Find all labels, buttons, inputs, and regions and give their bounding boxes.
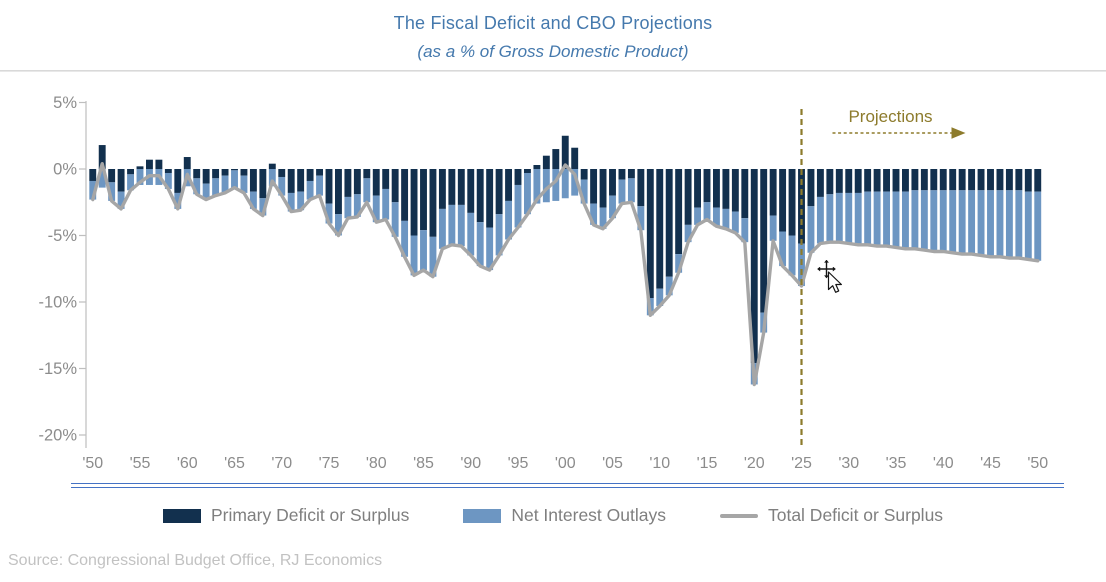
source-note: Source: Congressional Budget Office, RJ …: [8, 552, 383, 569]
legend-item-total: Total Deficit or Surplus: [719, 505, 944, 526]
total-line: [91, 162, 1040, 387]
x-tick-label: '20: [744, 455, 765, 472]
x-tick-label: '05: [602, 455, 623, 472]
x-tick-label: '60: [177, 455, 198, 472]
y-tick-labels: 5% 0% -5% -10% -15% -20%: [38, 94, 77, 445]
total-line-swatch: [719, 513, 758, 518]
legend-label-total: Total Deficit or Surplus: [767, 505, 944, 525]
legend: Primary Deficit or Surplus Net Interest …: [0, 505, 1106, 526]
primary-deficit-swatch: [162, 508, 201, 523]
x-axis-baseline: [71, 483, 1064, 488]
x-tick-label: '45: [980, 455, 1001, 472]
projections-arrow: [832, 127, 966, 139]
primary-bars: [89, 135, 1042, 364]
mouse-cursor: [815, 258, 842, 293]
projections-label: Projections: [848, 107, 932, 126]
x-tick-label: '70: [271, 455, 292, 472]
x-tick-label: '95: [508, 455, 529, 472]
y-tick-label: -5%: [48, 227, 78, 245]
interest-bars: [89, 169, 1042, 385]
legend-item-interest: Net Interest Outlays: [463, 505, 666, 526]
x-tick-label: '40: [933, 455, 954, 472]
y-tick-label: 0%: [53, 161, 77, 179]
y-tick-label: -15%: [38, 360, 77, 378]
y-tick-label: -20%: [38, 427, 77, 445]
chart-title: The Fiscal Deficit and CBO Projections: [393, 13, 713, 33]
x-tick-label: '00: [555, 455, 576, 472]
net-interest-swatch: [463, 508, 502, 523]
x-tick-label: '30: [838, 455, 859, 472]
x-tick-label: '55: [130, 455, 151, 472]
x-tick-label: '65: [224, 455, 245, 472]
x-tick-label: '90: [460, 455, 481, 472]
legend-item-primary: Primary Deficit or Surplus: [162, 505, 410, 526]
chart-subtitle: (as a % of Gross Domestic Product): [417, 42, 689, 61]
x-tick-label: '80: [366, 455, 387, 472]
y-axis: [79, 101, 87, 448]
x-tick-label: '25: [791, 455, 812, 472]
x-tick-label: '85: [413, 455, 434, 472]
y-tick-label: 5%: [53, 94, 77, 112]
x-tick-label: '50: [82, 455, 103, 472]
x-tick-label: '35: [886, 455, 907, 472]
y-tick-label: -10%: [38, 294, 77, 312]
x-tick-label: '15: [697, 455, 718, 472]
x-tick-label: '10: [649, 455, 670, 472]
x-tick-label: '75: [319, 455, 340, 472]
legend-label-interest: Net Interest Outlays: [511, 505, 666, 525]
x-tick-labels: '50 '55 '60 '65 '70 '75 '80 '85 '90 '95 '00 '05 '10 '…: [82, 455, 1048, 472]
x-tick-label: '50: [1027, 455, 1048, 472]
header-divider: [0, 70, 1106, 72]
legend-label-primary: Primary Deficit or Surplus: [210, 505, 410, 525]
